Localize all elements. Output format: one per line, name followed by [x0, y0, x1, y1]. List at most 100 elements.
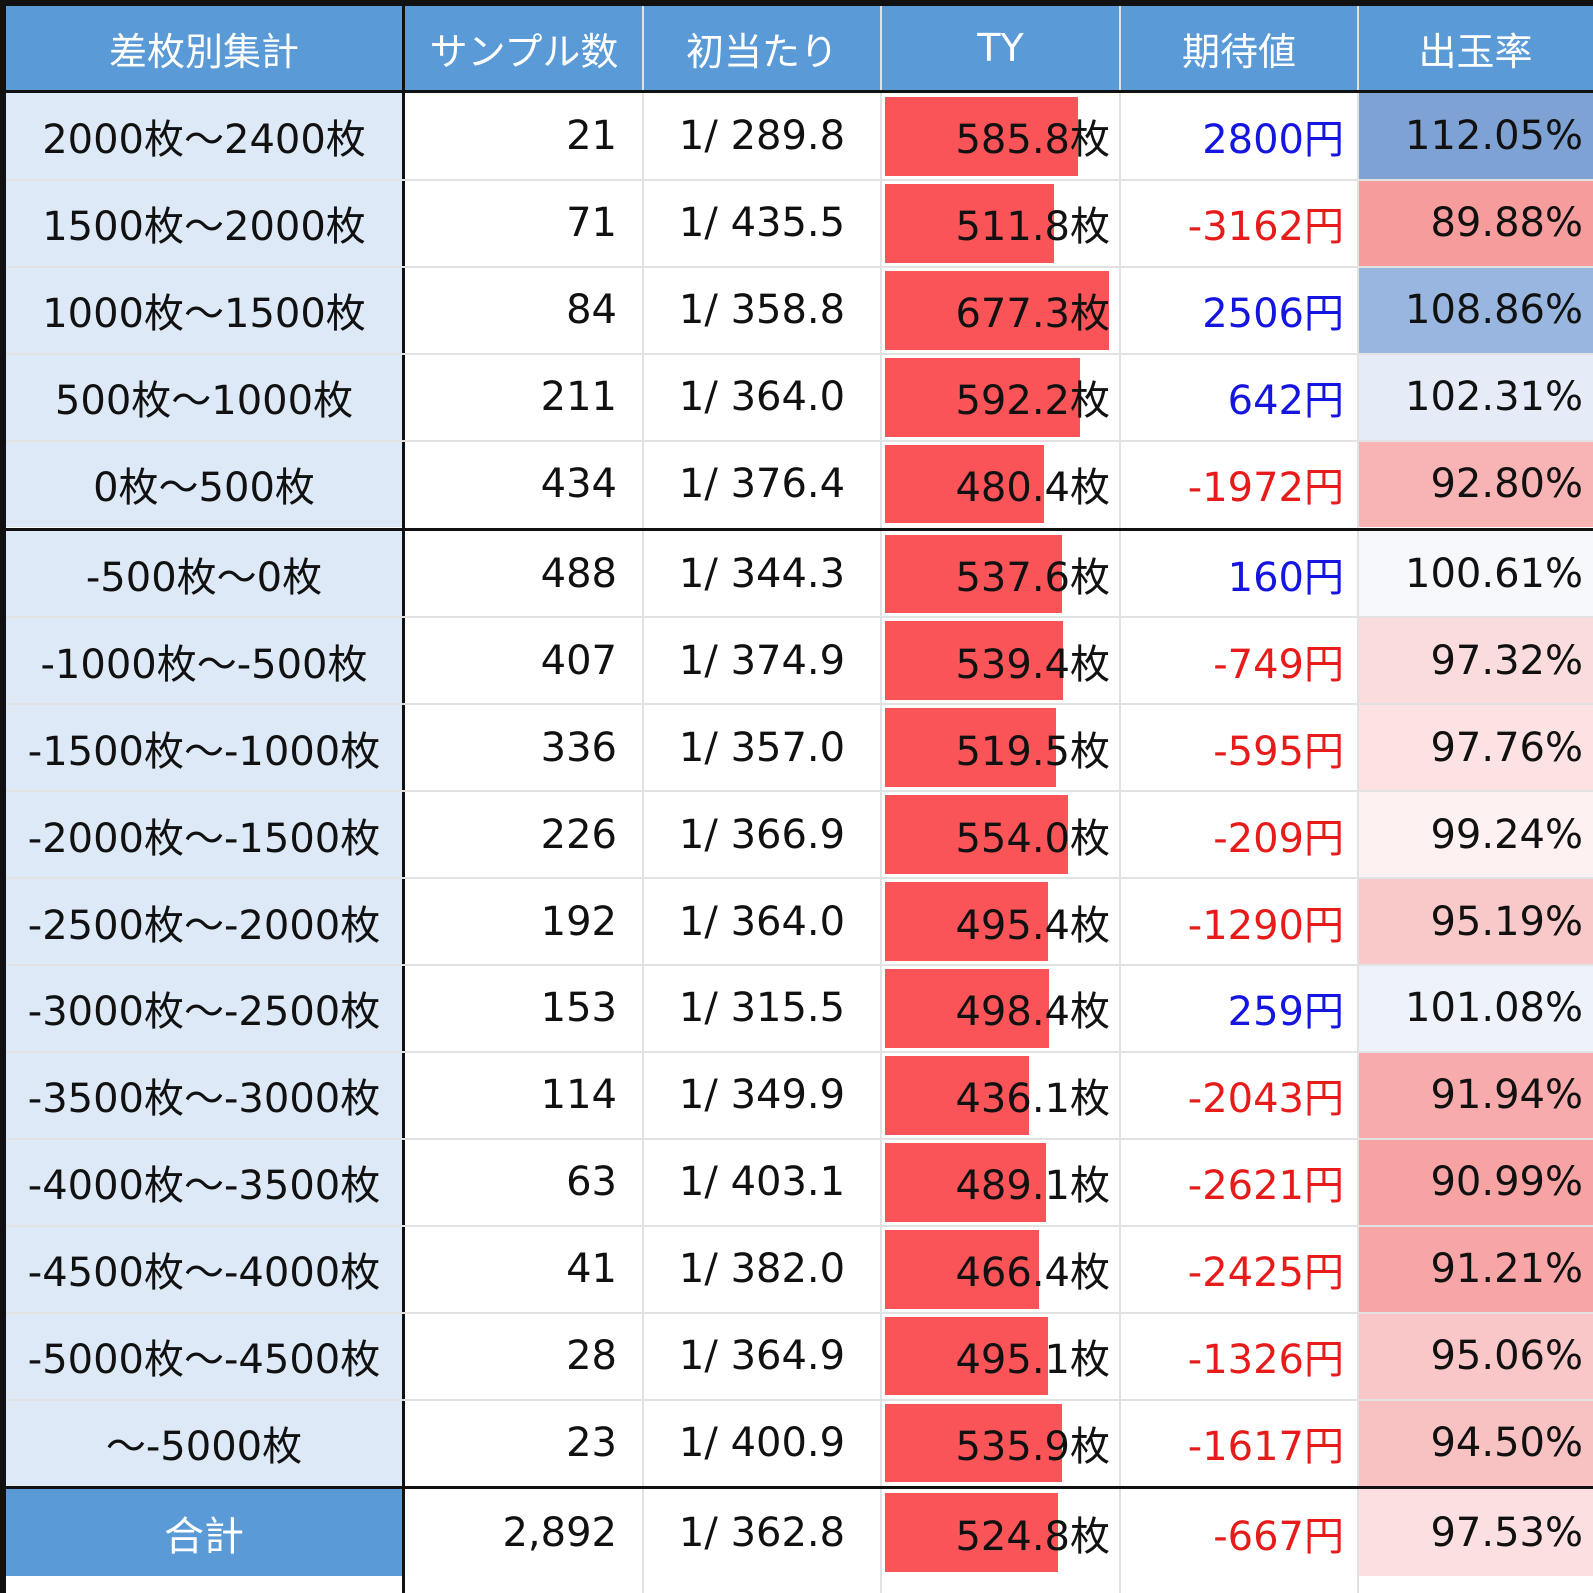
payout-rate: 91.21%	[1358, 1225, 1593, 1313]
expected-value: 2800円	[1202, 117, 1344, 164]
expected-value: 259円	[1227, 989, 1344, 1036]
ty-value: 539.4枚	[955, 641, 1110, 688]
expected-value: -209円	[1213, 815, 1344, 862]
ty-bar	[885, 882, 1049, 961]
sample-count: 434	[540, 461, 617, 508]
ty-value: 519.5枚	[955, 728, 1110, 775]
ty-cell: 585.8枚	[881, 93, 1120, 180]
table-row: 1500枚〜2000枚 71 1/ 435.5 511.8枚 -3162円 89.88%	[6, 179, 1593, 267]
range-label: -3000枚〜-2500枚	[6, 965, 402, 1052]
ty-cell: 592.2枚	[881, 354, 1120, 441]
ty-bar	[885, 1403, 1062, 1483]
first-hit-rate: 1/ 374.9	[678, 637, 846, 684]
sample-count: 63	[566, 1159, 617, 1206]
range-label: -4000枚〜-3500枚	[6, 1138, 402, 1226]
row-divider	[6, 1137, 1593, 1140]
ty-cell: 537.6枚	[881, 531, 1120, 618]
payout-rate: 90.99%	[1358, 1138, 1593, 1226]
column-divider	[642, 6, 644, 1593]
expected-value: -2425円	[1187, 1250, 1344, 1297]
range-label: 〜-5000枚	[6, 1399, 402, 1487]
first-hit-rate: 1/ 376.4	[678, 461, 846, 508]
sample-count: 84	[566, 287, 617, 334]
first-hit-rate: 1/ 315.5	[678, 985, 846, 1032]
header-divider	[6, 90, 1593, 93]
ty-value: 489.1枚	[955, 1163, 1110, 1210]
payout-rate: 91.94%	[1358, 1051, 1593, 1139]
sample-count: 71	[566, 200, 617, 247]
column-divider	[1357, 6, 1359, 1593]
sample-count: 23	[566, 1419, 617, 1466]
row-divider	[6, 616, 1593, 619]
table-row: -3000枚〜-2500枚 153 1/ 315.5 498.4枚 259円 101.08…	[6, 965, 1593, 1052]
payout-rate: 108.86%	[1358, 266, 1593, 354]
range-label: 500枚〜1000枚	[6, 353, 402, 441]
table-row: 2000枚〜2400枚 21 1/ 289.8 585.8枚 2800円 112.05%	[6, 93, 1593, 180]
first-hit-rate: 1/ 344.3	[678, 550, 846, 597]
ty-value: 535.9枚	[955, 1423, 1110, 1470]
ty-cell: 480.4枚	[881, 441, 1120, 528]
expected-value: -2043円	[1187, 1076, 1344, 1123]
first-hit-rate: 1/ 364.9	[678, 1333, 846, 1380]
range-label: -4500枚〜-4000枚	[6, 1225, 402, 1313]
ty-bar	[885, 357, 1081, 437]
row-divider	[6, 790, 1593, 793]
ty-cell: 519.5枚	[881, 704, 1120, 791]
column-divider	[880, 6, 882, 1593]
range-label: -1000枚〜-500枚	[6, 617, 402, 705]
first-hit-rate: 1/ 357.0	[678, 724, 846, 771]
table-row: -3500枚〜-3000枚 114 1/ 349.9 436.1枚 -2043円 91.9…	[6, 1051, 1593, 1139]
row-divider	[6, 265, 1593, 268]
ty-cell: 495.1枚	[881, 1313, 1120, 1400]
expected-value: -595円	[1213, 728, 1344, 775]
header-cell: 初当たり	[643, 6, 881, 90]
ty-bar	[885, 183, 1054, 263]
ty-bar	[885, 1316, 1049, 1396]
ty-value: 537.6枚	[955, 554, 1110, 601]
expected-value: -667円	[1213, 1513, 1344, 1560]
header-cell: 出玉率	[1358, 6, 1593, 90]
ty-cell: 539.4枚	[881, 617, 1120, 704]
ty-bar	[885, 708, 1057, 788]
ty-bar	[885, 1142, 1047, 1222]
ty-value: 436.1枚	[955, 1076, 1110, 1123]
ty-cell: 489.1枚	[881, 1139, 1120, 1226]
table-row: -2000枚〜-1500枚 226 1/ 366.9 554.0枚 -209円 99.24…	[6, 791, 1593, 879]
row-divider	[6, 178, 1593, 181]
ty-bar	[885, 1055, 1029, 1135]
range-label: -1500枚〜-1000枚	[6, 704, 402, 792]
column-divider	[1119, 6, 1121, 1593]
expected-value: -1972円	[1187, 465, 1344, 512]
expected-value: 160円	[1227, 554, 1344, 601]
header-cell: 期待値	[1120, 6, 1358, 90]
range-label: 0枚〜500枚	[6, 440, 402, 528]
table-row: -4500枚〜-4000枚 41 1/ 382.0 466.4枚 -2425円 91.21…	[6, 1225, 1593, 1313]
row-divider	[6, 352, 1593, 355]
range-label: -3500枚〜-3000枚	[6, 1051, 402, 1139]
table-row: 0枚〜500枚 434 1/ 376.4 480.4枚 -1972円 92.80%	[6, 440, 1593, 528]
ty-value: 498.4枚	[955, 989, 1110, 1036]
sample-count: 211	[540, 374, 617, 421]
ty-value: 554.0枚	[955, 815, 1110, 862]
first-hit-rate: 1/ 403.1	[678, 1159, 846, 1206]
sample-count: 153	[540, 985, 617, 1032]
summary-table: 差枚別集計 サンプル数 初当たり TY 期待値 出玉率 2000枚〜2400枚 21 1/ 28…	[6, 6, 1593, 1593]
first-hit-rate: 1/ 364.0	[678, 374, 846, 421]
ty-cell: 554.0枚	[881, 791, 1120, 878]
first-hit-rate: 1/ 289.8	[678, 113, 846, 160]
ty-value: 495.4枚	[955, 902, 1110, 949]
payout-rate: 92.80%	[1358, 440, 1593, 528]
ty-cell: 511.8枚	[881, 180, 1120, 267]
ty-bar	[885, 1229, 1039, 1309]
payout-rate: 100.61%	[1358, 530, 1593, 618]
expected-value: -1617円	[1187, 1423, 1344, 1470]
table-row: -5000枚〜-4500枚 28 1/ 364.9 495.1枚 -1326円 95.06…	[6, 1312, 1593, 1400]
table-row: 1000枚〜1500枚 84 1/ 358.8 677.3枚 2506円 108.86%	[6, 266, 1593, 354]
row-divider	[6, 439, 1593, 442]
ty-cell: 535.9枚	[881, 1400, 1120, 1487]
payout-rate: 95.19%	[1358, 878, 1593, 965]
column-divider	[402, 6, 405, 1593]
ty-value: 592.2枚	[955, 378, 1110, 425]
range-label: -5000枚〜-4500枚	[6, 1312, 402, 1400]
range-label: -2000枚〜-1500枚	[6, 791, 402, 879]
